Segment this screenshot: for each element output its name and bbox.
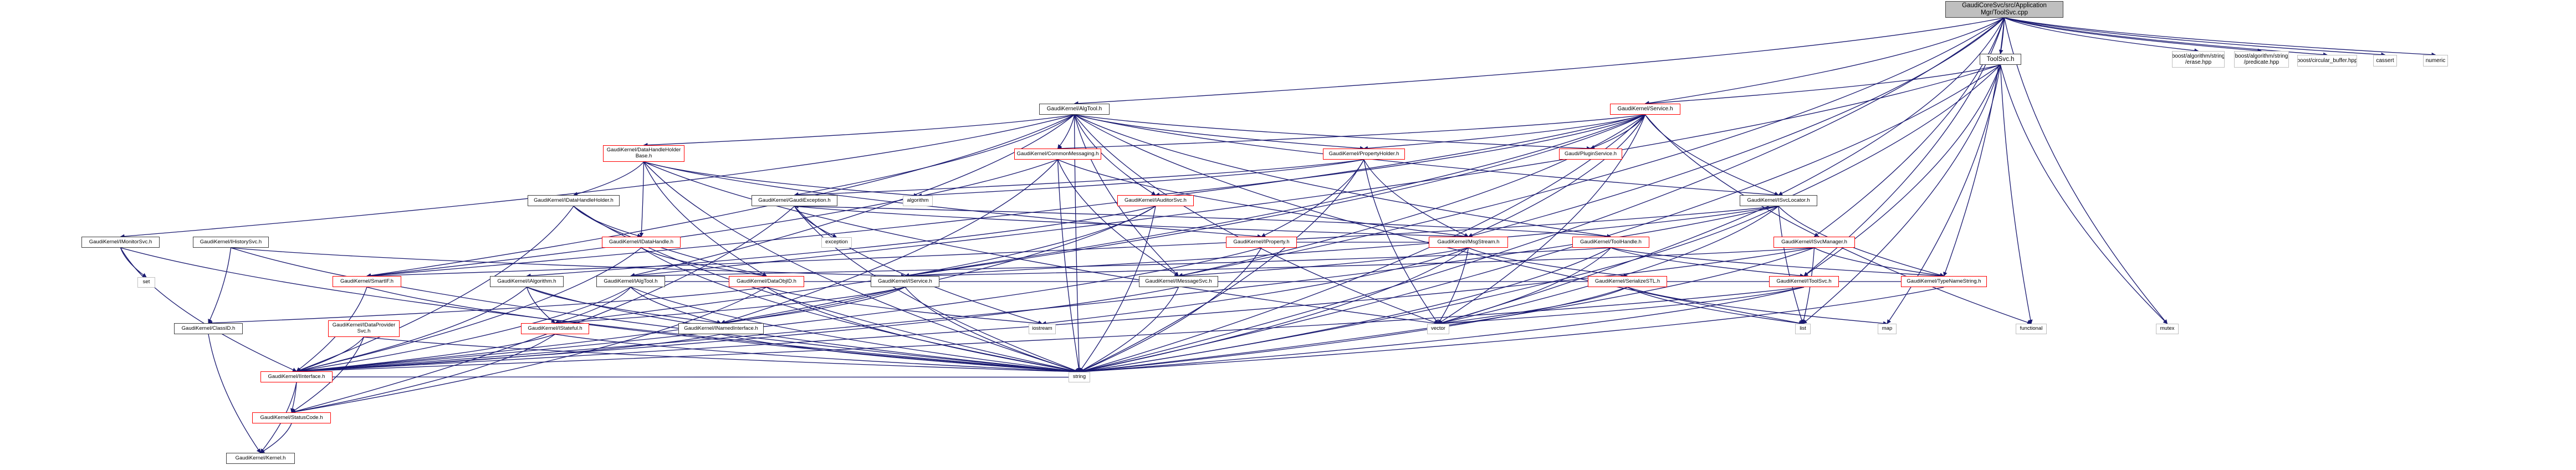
graph-node-interface_h[interactable]: GaudiKernel/IInterface.h bbox=[260, 371, 333, 382]
graph-node-kernel_h[interactable]: GaudiKernel/Kernel.h bbox=[226, 453, 295, 464]
graph-node-exception_std[interactable]: exception bbox=[821, 237, 852, 248]
graph-node-algorithm_std[interactable]: algorithm bbox=[903, 196, 933, 206]
graph-node-classid_h[interactable]: GaudiKernel/ClassID.h bbox=[174, 323, 243, 334]
graph-node-toolsvc_cpp[interactable]: GaudiCoreSvc/src/Application Mgr/ToolSvc… bbox=[1945, 1, 2063, 18]
graph-node-set_std[interactable]: set bbox=[137, 277, 155, 288]
graph-node-ihistorysvc_h[interactable]: GaudiKernel/IHistorySvc.h bbox=[193, 237, 269, 248]
graph-node-map_std[interactable]: map bbox=[1878, 324, 1897, 334]
graph-node-idatahandleholder_h[interactable]: GaudiKernel/IDataHandleHolder.h bbox=[528, 195, 620, 206]
graph-node-string_std[interactable]: string bbox=[1069, 372, 1090, 382]
graph-node-vector_std[interactable]: vector bbox=[1427, 324, 1449, 334]
graph-node-functional_std[interactable]: functional bbox=[2016, 324, 2047, 334]
graph-node-propertyholder_h[interactable]: GaudiKernel/PropertyHolder.h bbox=[1323, 149, 1405, 160]
graph-node-iproperty_h[interactable]: GaudiKernel/IProperty.h bbox=[1226, 237, 1297, 248]
graph-node-imessagesvc_h[interactable]: GaudiKernel/IMessageSvc.h bbox=[1139, 276, 1218, 287]
graph-node-algtool_h[interactable]: GaudiKernel/AlgTool.h bbox=[1039, 104, 1110, 115]
graph-node-iservice_h[interactable]: GaudiKernel/IService.h bbox=[871, 276, 939, 287]
graph-node-cassert[interactable]: cassert bbox=[2373, 55, 2397, 67]
graph-node-commonmessaging_h[interactable]: GaudiKernel/CommonMessaging.h bbox=[1014, 149, 1101, 160]
graph-node-ialgtool_h[interactable]: GaudiKernel/IAlgTool.h bbox=[596, 276, 665, 287]
graph-node-datahandleholderbase_h[interactable]: GaudiKernel/DataHandleHolder Base.h bbox=[603, 145, 684, 162]
graph-node-msgstream_h[interactable]: GaudiKernel/MsgStream.h bbox=[1429, 237, 1508, 248]
graph-node-gaudiexception_h[interactable]: GaudiKernel/GaudiException.h bbox=[752, 195, 837, 206]
graph-node-isvcmanager_h[interactable]: GaudiKernel/ISvcManager.h bbox=[1773, 237, 1855, 248]
graph-node-pluginservice_h[interactable]: Gaudi/PluginService.h bbox=[1559, 149, 1622, 160]
graph-node-itoolsvc_h[interactable]: GaudiKernel/IToolSvc.h bbox=[1769, 276, 1839, 287]
graph-node-ialgorithm_h[interactable]: GaudiKernel/IAlgorithm.h bbox=[490, 276, 564, 287]
graph-node-smartif_h[interactable]: GaudiKernel/SmartIF.h bbox=[333, 276, 401, 287]
graph-node-idatahandle_h[interactable]: GaudiKernel/IDataHandle.h bbox=[602, 237, 681, 248]
graph-node-list_std[interactable]: list bbox=[1795, 324, 1811, 334]
graph-node-typenamestring_h[interactable]: GaudiKernel/TypeNameString.h bbox=[1901, 276, 1987, 287]
graph-node-boost_erase[interactable]: boost/algorithm/string /erase.hpp bbox=[2172, 51, 2225, 68]
graph-node-istateful_h[interactable]: GaudiKernel/IStateful.h bbox=[521, 323, 589, 334]
graph-node-iauditorsvc_h[interactable]: GaudiKernel/IAuditorSvc.h bbox=[1117, 195, 1194, 206]
graph-node-serializestl_h[interactable]: GaudiKernel/SerializeSTL.h bbox=[1588, 276, 1667, 287]
graph-node-dataobjid_h[interactable]: GaudiKernel/DataObjID.h bbox=[729, 276, 804, 287]
graph-node-idataprovidersvc_h[interactable]: GaudiKernel/IDataProvider Svc.h bbox=[328, 320, 400, 337]
graph-node-imonitorsvc_h[interactable]: GaudiKernel/IMonitorSvc.h bbox=[81, 237, 160, 248]
graph-node-isvclocator_h[interactable]: GaudiKernel/ISvcLocator.h bbox=[1740, 195, 1817, 206]
graph-node-boost_circular[interactable]: boost/circular_buffer.hpp bbox=[2297, 55, 2357, 67]
graph-node-inamedinterface_h[interactable]: GaudiKernel/INamedInterface.h bbox=[678, 323, 764, 334]
graph-node-iostream_std[interactable]: iostream bbox=[1029, 324, 1056, 334]
graph-node-toolsvc_h[interactable]: ToolSvc.h bbox=[1980, 54, 2021, 65]
graph-node-numeric[interactable]: numeric bbox=[2423, 55, 2448, 67]
graph-node-mutex_std[interactable]: mutex bbox=[2156, 324, 2179, 334]
graph-node-boost_predicate[interactable]: boost/algorithm/string /predicate.hpp bbox=[2234, 51, 2289, 68]
graph-node-service_h[interactable]: GaudiKernel/Service.h bbox=[1610, 104, 1680, 115]
graph-node-toolhandle_h[interactable]: GaudiKernel/ToolHandle.h bbox=[1572, 237, 1649, 248]
graph-node-statuscode_h[interactable]: GaudiKernel/StatusCode.h bbox=[252, 412, 331, 423]
